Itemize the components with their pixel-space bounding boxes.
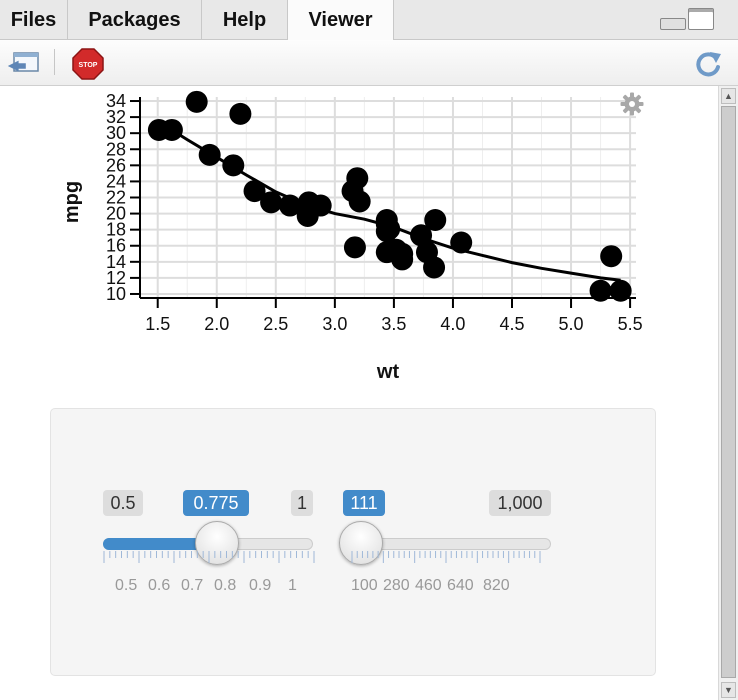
tab-viewer[interactable]: Viewer — [288, 0, 394, 41]
data-point — [424, 209, 447, 232]
slider-tick-label: 820 — [483, 577, 510, 594]
toolbar-separator — [54, 49, 55, 75]
x-tick-label: 4.0 — [440, 314, 465, 334]
slider1-max-label: 1 — [291, 490, 313, 516]
y-tick-label: 32 — [106, 107, 126, 127]
tab-help-label: Help — [222, 9, 267, 31]
data-point — [260, 191, 283, 214]
slider-tick-label: 640 — [447, 577, 474, 594]
slider1-min-label: 0.5 — [103, 490, 143, 516]
y-axis-label: mpg — [61, 181, 83, 223]
data-point — [589, 279, 612, 302]
y-tick-label: 18 — [106, 220, 126, 240]
scrollbar-thumb[interactable] — [721, 106, 736, 678]
viewer-toolbar: STOP — [0, 40, 738, 86]
data-point — [346, 167, 369, 190]
y-tick-label: 34 — [106, 91, 126, 111]
data-point — [222, 154, 245, 177]
y-tick-label: 24 — [106, 171, 126, 191]
tab-files[interactable]: Files — [0, 0, 68, 40]
y-tick-label: 12 — [106, 268, 126, 288]
tab-packages[interactable]: Packages — [68, 0, 202, 40]
tab-viewer-label: Viewer — [308, 9, 373, 31]
x-tick-label: 1.5 — [145, 314, 170, 334]
y-tick-label: 26 — [106, 155, 126, 175]
scatter-plot: 1.5 2.0 2.5 3.0 3.5 4.0 4.5 5.0 5.51012141618202… — [61, 90, 643, 383]
data-point — [243, 180, 266, 203]
plot-grid — [140, 97, 636, 298]
refresh-icon[interactable] — [694, 50, 724, 78]
slider-tick-label: 460 — [415, 577, 442, 594]
x-tick-label: 4.5 — [499, 314, 524, 334]
y-tick-label: 22 — [106, 188, 126, 208]
x-tick-label: 3.0 — [322, 314, 347, 334]
slider-tick-label: 280 — [383, 577, 410, 594]
scroll-down-arrow-icon[interactable]: ▼ — [721, 682, 736, 698]
data-point — [410, 224, 433, 247]
data-point — [278, 194, 301, 217]
data-point — [343, 236, 366, 259]
plot-points — [147, 90, 632, 302]
viewer-scrollbar[interactable]: ▲ ▼ — [718, 86, 738, 700]
slider2-ticks — [351, 551, 541, 563]
data-point — [160, 118, 183, 141]
slider1-ticks — [103, 551, 315, 563]
slider-tick-label: 0.6 — [148, 577, 171, 594]
tab-help[interactable]: Help — [202, 0, 288, 40]
x-tick-label: 3.5 — [381, 314, 406, 334]
plot-axes: 1.5 2.0 2.5 3.0 3.5 4.0 4.5 5.0 5.51012141618202… — [106, 91, 643, 334]
data-point — [391, 248, 414, 271]
y-tick-label: 10 — [106, 284, 126, 304]
slider1-handle[interactable] — [194, 521, 239, 565]
y-tick-label: 30 — [106, 123, 126, 143]
slider-tick-label: 0.5 — [115, 577, 138, 594]
data-point — [423, 256, 446, 279]
stop-icon-label: STOP — [79, 62, 98, 69]
data-point — [348, 190, 371, 213]
x-tick-label: 5.0 — [559, 314, 584, 334]
pane-tab-bar: Files Packages Help Viewer — [0, 0, 738, 41]
data-point — [609, 279, 632, 302]
slider2-value-label: 111 — [343, 490, 385, 516]
data-point — [450, 231, 473, 254]
data-point — [309, 194, 332, 217]
data-point — [600, 245, 623, 268]
tab-files-label: Files — [10, 9, 57, 31]
x-tick-label: 5.5 — [618, 314, 643, 334]
x-axis-label: wt — [376, 361, 400, 383]
data-point — [198, 143, 221, 166]
data-point — [185, 90, 208, 113]
y-tick-label: 20 — [106, 204, 126, 224]
slider-tick-label: 0.8 — [214, 577, 237, 594]
maximize-pane-icon[interactable] — [688, 8, 714, 30]
slider2-max-label: 1,000 — [489, 490, 551, 516]
stop-icon[interactable]: STOP — [72, 48, 104, 80]
export-window-icon[interactable] — [6, 50, 40, 76]
slider1-fill — [103, 538, 217, 550]
minimize-pane-icon[interactable] — [660, 18, 686, 30]
gear-icon[interactable] — [620, 92, 644, 116]
y-tick-label: 28 — [106, 139, 126, 159]
controls-panel: 0.5 1 0.775 0.5 0.6 0.7 0.8 0.9 1 111 1,000 1… — [50, 408, 656, 676]
scroll-up-arrow-icon[interactable]: ▲ — [721, 88, 736, 104]
slider2-handle[interactable] — [339, 521, 384, 565]
slider-tick-label: 0.7 — [181, 577, 204, 594]
y-tick-label: 14 — [106, 252, 126, 272]
slider-tick-label: 1 — [288, 577, 297, 594]
x-tick-label: 2.0 — [204, 314, 229, 334]
x-tick-label: 2.5 — [263, 314, 288, 334]
slider1-value-label: 0.775 — [183, 490, 249, 516]
y-tick-label: 16 — [106, 236, 126, 256]
data-point — [229, 102, 252, 125]
tab-packages-label: Packages — [88, 9, 181, 31]
slider-tick-label: 100 — [351, 577, 378, 594]
data-point — [378, 217, 401, 240]
slider-tick-label: 0.9 — [249, 577, 272, 594]
